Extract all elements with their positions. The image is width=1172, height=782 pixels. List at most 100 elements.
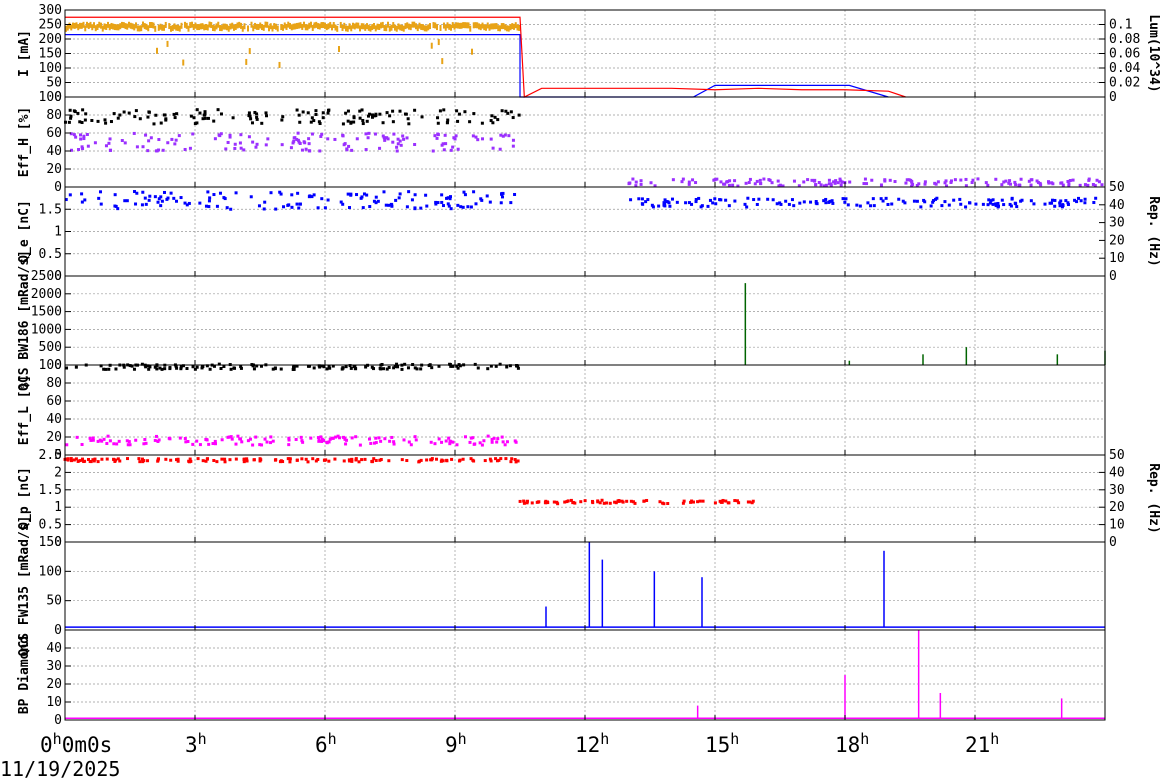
scatter-point bbox=[312, 193, 316, 197]
scatter-point bbox=[436, 116, 440, 120]
band-mark bbox=[465, 22, 468, 29]
scatter-point bbox=[213, 439, 217, 443]
scatter-point bbox=[393, 365, 397, 369]
band-mark bbox=[381, 21, 384, 28]
scatter-point bbox=[367, 437, 371, 441]
scatter-point bbox=[153, 365, 157, 369]
scatter-point bbox=[331, 364, 335, 368]
band-mark bbox=[469, 25, 472, 32]
scatter-point bbox=[649, 181, 653, 185]
scatter-point bbox=[435, 136, 439, 140]
scatter-point bbox=[713, 501, 717, 505]
scatter-point bbox=[132, 131, 136, 135]
scatter-point bbox=[175, 458, 179, 462]
scatter-point bbox=[970, 181, 974, 185]
scatter-point bbox=[347, 458, 351, 462]
band-mark bbox=[371, 24, 374, 31]
scatter-point bbox=[598, 501, 602, 505]
scatter-point bbox=[724, 499, 728, 503]
scatter-point bbox=[142, 442, 146, 446]
panel-1: 0 20 40 60 80 100 Eff_H [%] bbox=[17, 90, 1106, 195]
scatter-point bbox=[480, 198, 484, 202]
scatter-point bbox=[382, 367, 386, 371]
scatter-point bbox=[112, 457, 116, 461]
scatter-point bbox=[500, 192, 504, 196]
band-mark bbox=[107, 21, 109, 28]
scatter-point bbox=[81, 147, 85, 151]
scatter-point bbox=[203, 111, 207, 115]
scatter-point bbox=[480, 443, 484, 447]
scatter-point bbox=[153, 195, 157, 199]
scatter-point bbox=[912, 199, 916, 203]
scatter-point bbox=[201, 117, 205, 121]
scatter-point bbox=[309, 120, 313, 124]
band-mark bbox=[376, 23, 379, 30]
scatter-point bbox=[758, 178, 762, 182]
band-mark bbox=[194, 22, 197, 29]
scatter-point bbox=[99, 364, 103, 368]
scatter-point bbox=[1035, 179, 1039, 183]
scatter-point bbox=[433, 134, 437, 138]
scatter-point bbox=[309, 436, 313, 440]
scatter-point bbox=[1058, 201, 1062, 205]
scatter-point bbox=[893, 180, 897, 184]
scatter-point bbox=[790, 198, 794, 202]
ytick-label: 0.5 bbox=[39, 518, 62, 533]
band-mark bbox=[429, 23, 431, 30]
scatter-point bbox=[406, 117, 410, 121]
scatter-point bbox=[1066, 201, 1070, 205]
scatter-point bbox=[300, 148, 304, 152]
scatter-point bbox=[245, 457, 249, 461]
scatter-point bbox=[846, 203, 850, 207]
scatter-point bbox=[249, 117, 253, 121]
scatter-point bbox=[994, 177, 998, 181]
scatter-point bbox=[1036, 181, 1040, 185]
ytick-label: 0 bbox=[54, 448, 62, 463]
scatter-point bbox=[784, 199, 788, 203]
scatter-point bbox=[253, 110, 257, 114]
scatter-point bbox=[370, 113, 374, 117]
scatter-point bbox=[471, 436, 475, 440]
scatter-point bbox=[1086, 183, 1090, 187]
scatter-point bbox=[480, 121, 484, 125]
scatter-point bbox=[625, 499, 629, 503]
right-ytick-label: 40 bbox=[1109, 198, 1125, 213]
band-mark bbox=[385, 25, 388, 32]
band-mark bbox=[100, 22, 102, 29]
scatter-point bbox=[161, 148, 165, 152]
scatter-point bbox=[613, 500, 617, 504]
scatter-point bbox=[1008, 202, 1012, 206]
scatter-point bbox=[323, 458, 327, 462]
band-mark bbox=[443, 22, 445, 29]
scatter-point bbox=[694, 181, 698, 185]
scatter-point bbox=[355, 193, 359, 197]
ylabel: Eff_H [%] bbox=[17, 107, 32, 177]
scatter-point bbox=[779, 202, 783, 206]
scatter-point bbox=[509, 110, 513, 114]
series-5-1 bbox=[518, 498, 755, 506]
scatter-point bbox=[879, 183, 883, 187]
scatter-point bbox=[986, 183, 990, 187]
band-mark bbox=[359, 25, 361, 32]
xtick-sup: h bbox=[600, 730, 609, 748]
panel-6: 0 50 100 150 QCS FW135 [mRad/s] bbox=[17, 516, 1106, 656]
scatter-point bbox=[208, 196, 212, 200]
scatter-point bbox=[291, 367, 295, 371]
scatter-point bbox=[379, 367, 383, 371]
scatter-point bbox=[388, 114, 392, 118]
scatter-point bbox=[123, 199, 127, 203]
scatter-point bbox=[281, 115, 285, 119]
scatter-point bbox=[829, 182, 833, 186]
scatter-point bbox=[398, 109, 402, 113]
scatter-point bbox=[108, 439, 112, 443]
scatter-point bbox=[675, 200, 679, 204]
scatter-point bbox=[644, 200, 648, 204]
scatter-point bbox=[514, 440, 518, 444]
band-mark bbox=[486, 22, 489, 29]
scatter-point bbox=[68, 193, 72, 197]
band-mark bbox=[418, 22, 421, 29]
scatter-point bbox=[447, 204, 451, 208]
scatter-point bbox=[454, 134, 458, 138]
scatter-point bbox=[65, 366, 69, 370]
scatter-point bbox=[157, 148, 161, 152]
